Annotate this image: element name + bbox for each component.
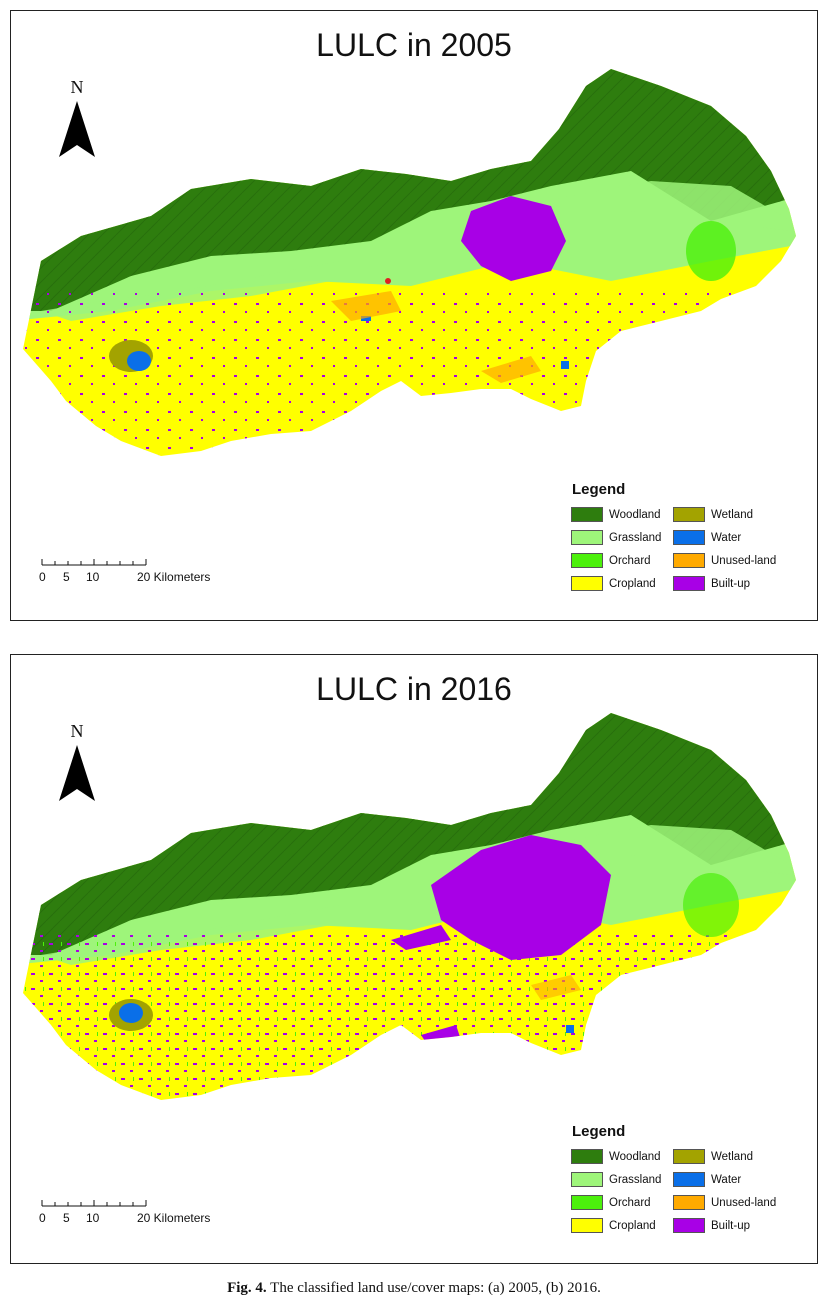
- legend-label: Grassland: [609, 1173, 662, 1186]
- legend-label: Built-up: [711, 1219, 750, 1232]
- legend-label: Water: [711, 531, 742, 544]
- scale-bar-ticks: [41, 559, 147, 566]
- legend-label: Unused-land: [711, 1196, 777, 1209]
- legend-item-cropland: Cropland: [571, 1217, 673, 1234]
- legend-swatch: [571, 1195, 603, 1210]
- lulc-map-2005: [23, 69, 796, 456]
- legend-item-water: Water: [673, 1171, 783, 1188]
- legend-swatch: [673, 576, 705, 591]
- lulc-map-2016: [23, 713, 796, 1100]
- legend-label: Grassland: [609, 531, 662, 544]
- legend-item-built-up: Built-up: [673, 575, 783, 592]
- legend-label: Water: [711, 1173, 742, 1186]
- scale-tick-label: 20 Kilometers: [137, 1211, 211, 1225]
- legend-title: Legend: [572, 1123, 626, 1140]
- legend-swatch: [673, 1195, 705, 1210]
- legend-label: Wetland: [711, 1150, 753, 1163]
- north-arrow-icon: [59, 101, 95, 157]
- north-letter: N: [70, 721, 84, 741]
- legend-label: Built-up: [711, 577, 750, 590]
- legend-swatch: [673, 553, 705, 568]
- legend-label: Unused-land: [711, 554, 777, 567]
- legend-swatch: [673, 507, 705, 522]
- legend-item-grassland: Grassland: [571, 529, 673, 546]
- scale-tick-label: 20 Kilometers: [137, 570, 211, 584]
- legend-swatch: [673, 530, 705, 545]
- legend-swatch: [673, 1218, 705, 1233]
- legend: Legend Woodland Wetland Grassland Water …: [571, 481, 801, 592]
- legend-swatch: [673, 1149, 705, 1164]
- scale-tick-label: 0: [39, 1211, 46, 1225]
- legend-swatch: [571, 1218, 603, 1233]
- figure-caption: Fig. 4. The classified land use/cover ma…: [0, 1280, 828, 1297]
- legend-title: Legend: [572, 481, 626, 498]
- legend-item-water: Water: [673, 529, 783, 546]
- map-title-2005: LULC in 2005: [316, 27, 512, 63]
- legend-item-unused-land: Unused-land: [673, 552, 783, 569]
- legend-items: Woodland Wetland Grassland Water Orchard…: [571, 1148, 801, 1234]
- legend-item-unused-land: Unused-land: [673, 1194, 783, 1211]
- scale-tick-label: 0: [39, 570, 46, 584]
- legend-items: Woodland Wetland Grassland Water Orchard…: [571, 506, 801, 592]
- map-panel-2016: LULC in 2016 N 0 5 10 20 Kilometers Lege…: [10, 654, 818, 1264]
- legend-label: Cropland: [609, 577, 656, 590]
- legend-item-wetland: Wetland: [673, 506, 783, 523]
- legend-label: Orchard: [609, 1196, 651, 1209]
- scale-bar: 0 5 10 20 Kilometers: [39, 1197, 249, 1237]
- north-arrow: N: [57, 721, 97, 811]
- legend-label: Wetland: [711, 508, 753, 521]
- legend-label: Woodland: [609, 1150, 661, 1163]
- legend-item-cropland: Cropland: [571, 575, 673, 592]
- scale-bar: 0 5 10 20 Kilometers: [39, 556, 249, 596]
- north-arrow: N: [57, 77, 97, 167]
- legend-item-grassland: Grassland: [571, 1171, 673, 1188]
- scale-tick-label: 5: [63, 570, 70, 584]
- legend-item-orchard: Orchard: [571, 1194, 673, 1211]
- legend-swatch: [673, 1172, 705, 1187]
- legend-label: Orchard: [609, 554, 651, 567]
- legend-swatch: [571, 1172, 603, 1187]
- scale-tick-label: 10: [86, 1211, 100, 1225]
- legend-item-woodland: Woodland: [571, 1148, 673, 1165]
- legend: Legend Woodland Wetland Grassland Water …: [571, 1123, 801, 1234]
- map-panel-2005: LULC in 2005 N 0 5 10 20 Kilometers Lege…: [10, 10, 818, 621]
- legend-label: Cropland: [609, 1219, 656, 1232]
- legend-swatch: [571, 553, 603, 568]
- legend-swatch: [571, 1149, 603, 1164]
- legend-item-wetland: Wetland: [673, 1148, 783, 1165]
- figure-label: Fig. 4.: [227, 1280, 267, 1296]
- scale-tick-label: 10: [86, 570, 100, 584]
- north-letter: N: [70, 77, 84, 97]
- scale-bar-ticks: [41, 1200, 147, 1207]
- legend-swatch: [571, 507, 603, 522]
- legend-swatch: [571, 530, 603, 545]
- legend-item-orchard: Orchard: [571, 552, 673, 569]
- legend-swatch: [571, 576, 603, 591]
- map-title-2016: LULC in 2016: [316, 671, 512, 707]
- scale-tick-label: 5: [63, 1211, 70, 1225]
- legend-label: Woodland: [609, 508, 661, 521]
- legend-item-built-up: Built-up: [673, 1217, 783, 1234]
- north-arrow-icon: [59, 745, 95, 801]
- caption-text: The classified land use/cover maps: (a) …: [266, 1280, 601, 1296]
- legend-item-woodland: Woodland: [571, 506, 673, 523]
